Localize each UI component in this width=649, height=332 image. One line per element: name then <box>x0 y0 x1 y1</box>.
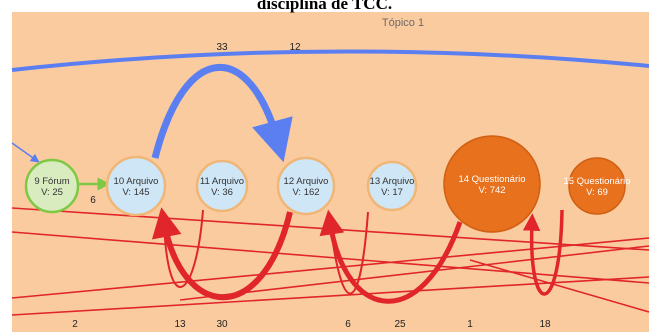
edge-label-30: 30 <box>216 319 228 330</box>
edge-label-6-green: 6 <box>90 195 96 206</box>
edge-14-to-12-thick <box>319 209 463 304</box>
edge-label-33: 33 <box>216 42 228 53</box>
figure-caption: disciplina de TCC. <box>256 0 393 13</box>
edge-13-to-12-thin <box>325 211 369 295</box>
red-return-edges <box>151 207 564 304</box>
edge-label-13: 13 <box>174 319 186 330</box>
edge-label-2: 2 <box>72 319 78 330</box>
node-visits: V: 17 <box>381 187 403 198</box>
node-circle[interactable] <box>276 156 336 216</box>
node-visits: V: 742 <box>478 185 505 196</box>
node-title: 15 Questionário <box>563 176 630 187</box>
node-visits: V: 162 <box>292 187 319 198</box>
edge-label-25: 25 <box>394 319 406 330</box>
node-circle[interactable] <box>568 157 626 215</box>
edge-12-to-10-thick <box>151 207 293 301</box>
topic-label: Tópico 1 <box>382 17 424 29</box>
node-title: 10 Arquivo <box>114 176 159 187</box>
edge-label-18: 18 <box>539 319 551 330</box>
edge-label-1: 1 <box>467 319 473 330</box>
red-background-edges <box>11 207 649 316</box>
edge-long-blue-arc <box>11 49 649 72</box>
node-circle[interactable] <box>195 159 249 213</box>
node-circle[interactable] <box>443 135 541 233</box>
node-title: 12 Arquivo <box>284 176 329 187</box>
edge-line-e <box>179 245 649 301</box>
node-visits: V: 25 <box>41 187 63 198</box>
node-title: 11 Arquivo <box>200 176 244 187</box>
node-title: 13 Arquivo <box>370 176 415 187</box>
node-circle[interactable] <box>105 155 167 217</box>
edge-label-6: 6 <box>345 319 351 330</box>
edge-line-c <box>11 237 649 299</box>
edge-line-b <box>11 231 649 284</box>
edge-line-f <box>469 259 649 313</box>
edge-labels: 33 12 6 2 13 30 6 25 1 18 <box>72 42 551 330</box>
edge-10-to-12-blue <box>151 64 293 163</box>
node-title: 9 Fórum <box>34 176 69 187</box>
edge-blue-in <box>11 142 40 163</box>
node-circle[interactable] <box>366 160 418 212</box>
node-title: 14 Questionário <box>458 174 525 185</box>
node-visits: V: 145 <box>122 187 149 198</box>
edge-15-to-14-loop <box>522 209 564 296</box>
edge-label-12: 12 <box>289 42 301 53</box>
node-visits: V: 36 <box>211 187 233 198</box>
node-visits: V: 69 <box>586 187 608 198</box>
edge-line-d <box>11 276 649 316</box>
node-circle[interactable] <box>24 158 80 214</box>
edge-11-to-10-thin <box>159 209 204 288</box>
